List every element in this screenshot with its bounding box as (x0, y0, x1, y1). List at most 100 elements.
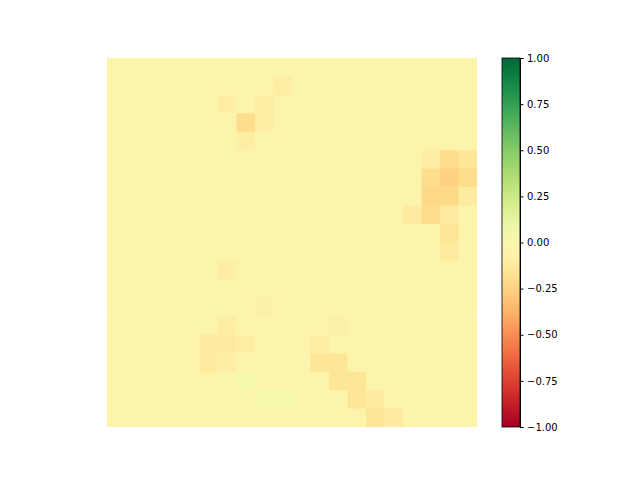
heat-cell (163, 261, 182, 280)
colorbar-tick: 0.50 (520, 145, 549, 156)
colorbar-tick-label: −0.25 (527, 283, 558, 294)
heat-cell (237, 169, 256, 188)
heat-cell (440, 335, 459, 354)
heat-cell (218, 224, 237, 243)
heat-cell (385, 113, 404, 132)
heat-cell (403, 58, 422, 77)
heat-cell (440, 316, 459, 335)
heat-cell (237, 206, 256, 225)
heat-cell (181, 279, 200, 298)
heat-cell (237, 95, 256, 114)
heat-cell (385, 261, 404, 280)
heat-cell (440, 224, 459, 243)
heat-cell (366, 298, 385, 317)
heat-cell (200, 206, 219, 225)
heat-cell (403, 150, 422, 169)
heat-cell (255, 316, 274, 335)
heat-cell (255, 390, 274, 409)
heat-cell (366, 372, 385, 391)
heat-cell (348, 335, 367, 354)
heat-cell (144, 58, 163, 77)
heat-cell (200, 132, 219, 151)
heat-cell (366, 58, 385, 77)
colorbar-tick-label: 0.75 (527, 99, 549, 110)
heat-cell (218, 279, 237, 298)
heat-cell (459, 224, 478, 243)
heat-cell (144, 335, 163, 354)
heat-cell (440, 150, 459, 169)
heat-cell (329, 76, 348, 95)
heat-cell (163, 224, 182, 243)
heat-cell (274, 95, 293, 114)
heat-cell (200, 335, 219, 354)
heat-cell (385, 206, 404, 225)
heat-cell (107, 335, 126, 354)
heat-cell (237, 335, 256, 354)
heat-cell (348, 261, 367, 280)
heat-cell (144, 298, 163, 317)
heat-cell (440, 409, 459, 427)
heat-cell (366, 113, 385, 132)
colorbar-tick: 0.75 (520, 99, 549, 110)
heat-cell (181, 243, 200, 262)
heat-cell (348, 113, 367, 132)
heat-cell (163, 279, 182, 298)
heat-cell (385, 279, 404, 298)
heat-cell (422, 150, 441, 169)
heat-cell (366, 224, 385, 243)
heat-cell (440, 243, 459, 262)
heat-cell (200, 316, 219, 335)
colorbar-tick: −0.50 (520, 329, 558, 340)
heat-cell (237, 113, 256, 132)
heat-cell (366, 206, 385, 225)
colorbar-tick: −0.25 (520, 283, 558, 294)
heat-cell (459, 76, 478, 95)
heat-cell (200, 113, 219, 132)
heat-cell (329, 279, 348, 298)
colorbar-tick-label: −0.50 (527, 329, 558, 340)
heat-cell (218, 187, 237, 206)
heat-cell (422, 95, 441, 114)
heat-cell (218, 169, 237, 188)
heat-cell (107, 113, 126, 132)
heat-cell (311, 316, 330, 335)
heat-cell (107, 372, 126, 391)
heat-cell (218, 372, 237, 391)
heat-cell (218, 206, 237, 225)
heat-cell (237, 316, 256, 335)
heat-cell (292, 132, 311, 151)
heat-cell (459, 409, 478, 427)
heat-cell (422, 224, 441, 243)
heat-cell (218, 132, 237, 151)
heat-cell (255, 335, 274, 354)
heat-cell (126, 316, 145, 335)
heat-cell (403, 224, 422, 243)
heat-cell (181, 76, 200, 95)
heat-cell (385, 76, 404, 95)
colorbar-tick-label: 0.00 (527, 237, 549, 248)
heat-cell (218, 95, 237, 114)
heat-cell (329, 261, 348, 280)
heat-cell (218, 243, 237, 262)
heat-cell (181, 169, 200, 188)
heat-cell (107, 409, 126, 427)
heat-cell (440, 187, 459, 206)
colorbar-tick-mark (520, 196, 524, 197)
heat-cell (422, 76, 441, 95)
heat-cell (274, 279, 293, 298)
heat-cell (218, 113, 237, 132)
heat-cell (274, 409, 293, 427)
heat-cell (144, 224, 163, 243)
heat-cell (255, 298, 274, 317)
heat-cell (311, 95, 330, 114)
heat-cell (218, 316, 237, 335)
heat-cell (329, 206, 348, 225)
heat-cell (422, 169, 441, 188)
heat-cell (459, 113, 478, 132)
heat-cell (440, 372, 459, 391)
heat-cell (440, 298, 459, 317)
heat-cell (385, 243, 404, 262)
heat-cell (292, 390, 311, 409)
colorbar-tick: 1.00 (520, 53, 549, 64)
heat-cell (107, 169, 126, 188)
